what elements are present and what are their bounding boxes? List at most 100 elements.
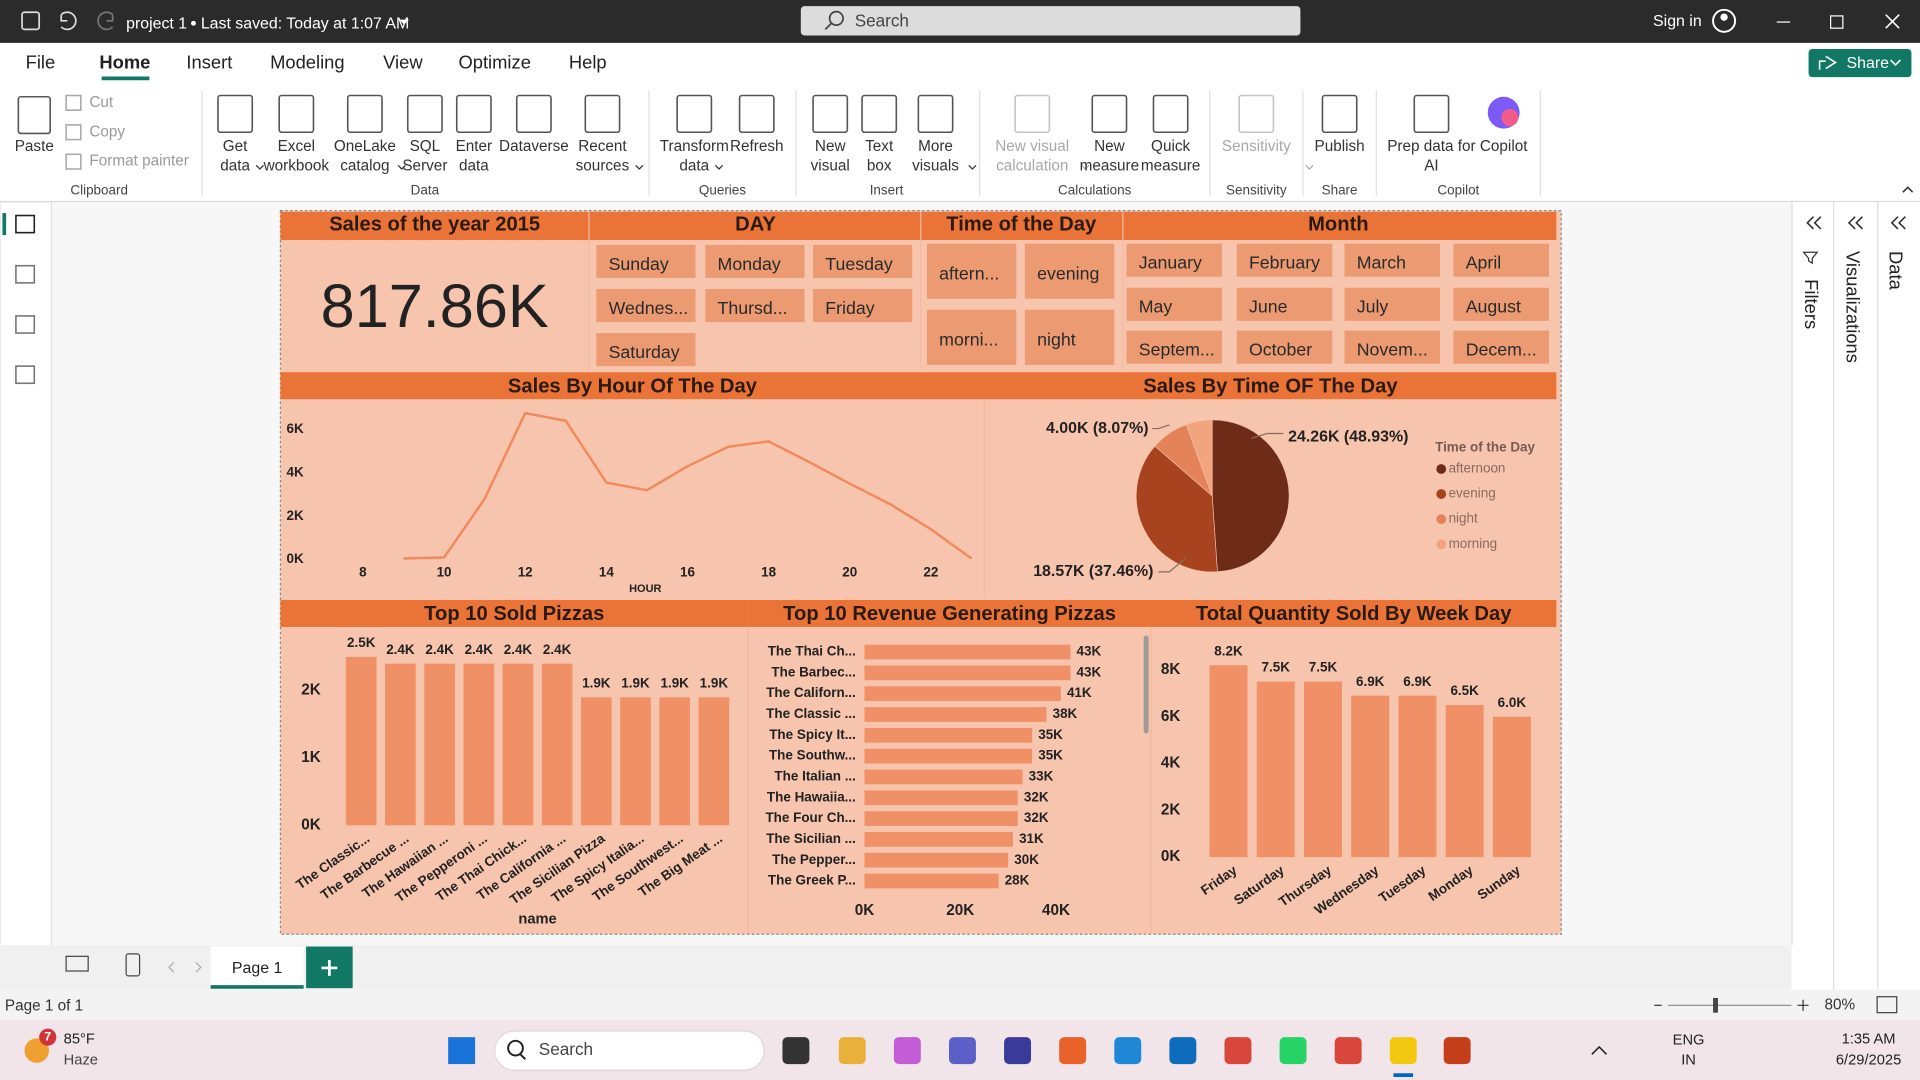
share-chevron[interactable] bbox=[1890, 59, 1901, 67]
slicer-option-label[interactable]: night bbox=[1037, 330, 1076, 350]
tray-chevron[interactable] bbox=[1591, 1045, 1608, 1055]
slicer-option[interactable] bbox=[1344, 330, 1440, 364]
pane-title[interactable]: Visualizations bbox=[1843, 251, 1864, 363]
slicer-option-label[interactable]: Sunday bbox=[609, 254, 669, 274]
slicer-option[interactable] bbox=[1126, 330, 1223, 364]
desktop-view-icon[interactable] bbox=[65, 955, 89, 972]
slicer-option-label[interactable]: January bbox=[1139, 253, 1202, 273]
tray-time[interactable]: 1:35 AM bbox=[1842, 1031, 1896, 1047]
slicer-option[interactable] bbox=[1024, 243, 1115, 299]
slicer-option[interactable] bbox=[926, 243, 1017, 299]
taskbar-app[interactable] bbox=[893, 1037, 921, 1065]
taskbar-app[interactable] bbox=[1443, 1037, 1471, 1065]
undo-icon[interactable] bbox=[60, 11, 77, 31]
slicer-option-label[interactable]: April bbox=[1466, 253, 1502, 273]
slicer-option[interactable] bbox=[1453, 330, 1549, 364]
close-button[interactable] bbox=[1885, 14, 1900, 29]
slicer-option[interactable] bbox=[813, 288, 913, 323]
slicer-option[interactable] bbox=[1344, 287, 1440, 321]
ribbon-button[interactable]: New bbox=[815, 138, 847, 155]
page-tab[interactable] bbox=[210, 946, 304, 990]
save-icon[interactable] bbox=[21, 11, 41, 31]
ribbon-button[interactable]: Paste bbox=[15, 138, 54, 155]
slicer-option[interactable] bbox=[926, 309, 1017, 365]
taskbar-app[interactable] bbox=[1389, 1037, 1417, 1065]
slicer-option-label[interactable]: Thursd... bbox=[718, 298, 788, 318]
slicer-option[interactable] bbox=[1024, 309, 1115, 365]
slicer-option-label[interactable]: June bbox=[1249, 297, 1288, 317]
taskbar-app[interactable] bbox=[1169, 1037, 1197, 1065]
menu-tab[interactable]: Insert bbox=[186, 52, 232, 73]
slicer-option-label[interactable]: October bbox=[1249, 340, 1312, 360]
slicer-option[interactable] bbox=[1126, 287, 1223, 321]
slicer-option-label[interactable]: Friday bbox=[825, 298, 874, 318]
slicer-option[interactable] bbox=[1344, 243, 1440, 277]
slicer-option-label[interactable]: morni... bbox=[939, 330, 998, 350]
fit-page[interactable] bbox=[1876, 996, 1898, 1014]
tray-language[interactable]: ENG bbox=[1673, 1033, 1705, 1049]
taskbar-app[interactable] bbox=[1279, 1037, 1307, 1065]
slicer-option-label[interactable]: aftern... bbox=[939, 264, 999, 284]
nav-icon[interactable] bbox=[15, 214, 36, 234]
nav-icon[interactable] bbox=[15, 264, 36, 284]
page-scroll[interactable] bbox=[168, 962, 202, 973]
weather-temp[interactable]: 85°F bbox=[64, 1031, 95, 1047]
file-name[interactable]: project 1 bbox=[126, 16, 187, 33]
ribbon-button[interactable]: Refresh bbox=[730, 138, 784, 155]
taskbar-app[interactable] bbox=[782, 1037, 810, 1065]
slicer-option-label[interactable]: March bbox=[1357, 253, 1406, 273]
slicer-option-label[interactable]: Novem... bbox=[1357, 340, 1428, 360]
weather-desc[interactable]: Haze bbox=[64, 1052, 98, 1068]
slicer-option-label[interactable]: Tuesday bbox=[825, 254, 893, 274]
start-button[interactable] bbox=[448, 1037, 476, 1065]
ribbon-button[interactable]: data bbox=[679, 158, 709, 175]
ribbon-button[interactable]: More bbox=[918, 138, 953, 155]
scrollbar[interactable] bbox=[1143, 635, 1149, 734]
slicer-option[interactable] bbox=[705, 244, 805, 278]
slicer-option-label[interactable]: July bbox=[1357, 297, 1389, 317]
search-placeholder[interactable]: Search bbox=[855, 11, 909, 31]
ribbon-button[interactable]: data bbox=[220, 158, 250, 175]
zoom-in[interactable] bbox=[1797, 999, 1809, 1011]
collapse-ribbon[interactable] bbox=[1902, 186, 1914, 193]
ribbon-button[interactable]: workbook bbox=[263, 158, 330, 175]
slicer-option[interactable] bbox=[596, 288, 696, 323]
zoom-thumb[interactable] bbox=[1713, 997, 1718, 1013]
sign-in[interactable]: Sign in bbox=[1653, 13, 1702, 30]
ribbon-button[interactable]: sources bbox=[576, 158, 630, 175]
ribbon-button[interactable]: AI bbox=[1424, 158, 1438, 175]
zoom-level[interactable]: 80% bbox=[1824, 996, 1855, 1013]
tray-date[interactable]: 6/29/2025 bbox=[1836, 1052, 1901, 1068]
ribbon-button[interactable]: Recent bbox=[578, 138, 627, 155]
pane-title[interactable]: Filters bbox=[1801, 279, 1822, 329]
collapse-icon[interactable] bbox=[1890, 216, 1906, 230]
slicer-option-label[interactable]: May bbox=[1139, 297, 1173, 317]
ribbon-button[interactable]: OneLake bbox=[334, 138, 396, 155]
search-box[interactable] bbox=[800, 6, 1301, 36]
slicer-option[interactable] bbox=[1453, 243, 1549, 277]
slicer-option[interactable] bbox=[1236, 330, 1333, 364]
slicer-option-label[interactable]: Wednes... bbox=[609, 298, 689, 318]
slicer-option[interactable] bbox=[596, 333, 696, 367]
ribbon-button[interactable]: catalog bbox=[340, 158, 389, 175]
slicer-option[interactable] bbox=[813, 244, 913, 278]
menu-tab[interactable]: Optimize bbox=[458, 52, 530, 73]
ribbon-button[interactable]: measure bbox=[1141, 158, 1201, 175]
page-tab-label[interactable]: Page 1 bbox=[232, 960, 283, 977]
taskbar-app[interactable] bbox=[1224, 1037, 1252, 1065]
menu-tab[interactable]: Help bbox=[569, 52, 607, 73]
ribbon-button[interactable]: New bbox=[1094, 138, 1126, 155]
taskbar-app[interactable] bbox=[1334, 1037, 1362, 1065]
taskbar-app[interactable] bbox=[1059, 1037, 1087, 1065]
save-status[interactable]: Last saved: Today at 1:07 AM bbox=[201, 16, 409, 33]
ribbon-button[interactable]: visual bbox=[811, 158, 850, 175]
ribbon-button[interactable]: Publish bbox=[1315, 138, 1365, 155]
ribbon-button[interactable]: Prep data for bbox=[1387, 138, 1475, 155]
slicer-option[interactable] bbox=[1126, 243, 1223, 277]
ribbon-button[interactable]: Transform bbox=[660, 138, 729, 155]
taskbar-app[interactable] bbox=[948, 1037, 976, 1065]
share-label[interactable]: Share bbox=[1847, 55, 1890, 72]
menu-tab[interactable]: Home bbox=[99, 52, 150, 73]
ribbon-button[interactable]: Dataverse bbox=[499, 138, 569, 155]
share-button[interactable] bbox=[1808, 48, 1912, 78]
